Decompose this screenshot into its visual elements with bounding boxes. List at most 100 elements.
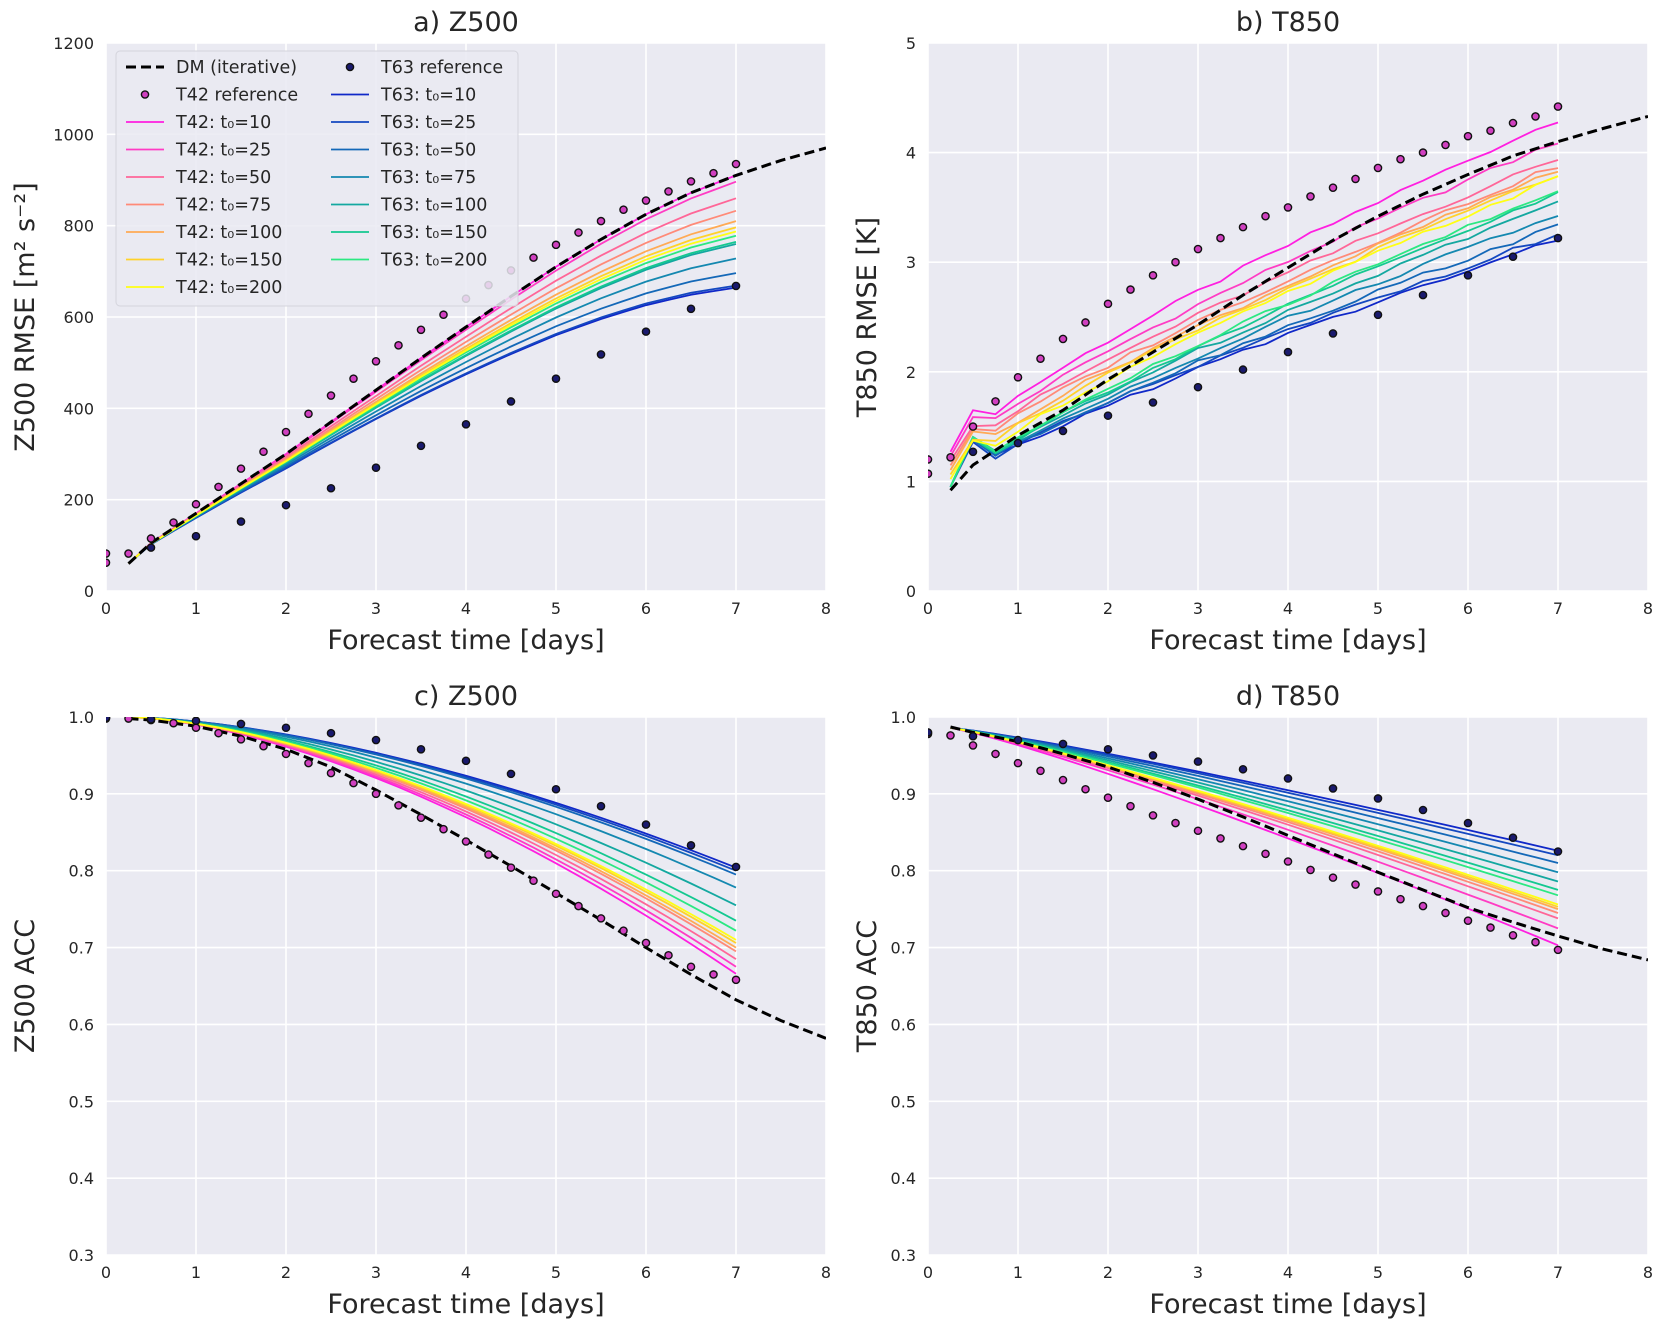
legend-t63-3-label: T63: t₀=75 [380, 168, 476, 188]
t42-reference-point [1283, 857, 1293, 866]
t42-reference-point [326, 768, 336, 778]
y-tick-label: 1000 [53, 125, 94, 144]
t42-reference-point [416, 325, 426, 335]
t42-reference-point [349, 374, 358, 383]
x-tick-label: 3 [1193, 599, 1203, 618]
t42-reference-point [169, 518, 178, 527]
t42-reference-point [1036, 766, 1045, 776]
t63-reference-point [641, 820, 651, 829]
panel-title: c) Z500 [414, 681, 518, 712]
t42-reference-point [304, 409, 313, 419]
t63-reference-point [236, 719, 246, 729]
t63-reference-point [1013, 438, 1023, 448]
t42-reference-point [574, 228, 583, 237]
legend-t63-4-label: T63: t₀=100 [380, 196, 487, 216]
t63-reference-point [326, 483, 336, 493]
t42-reference-point [1486, 126, 1495, 135]
t42-reference-point [1396, 894, 1405, 904]
y-tick-label: 800 [63, 217, 94, 236]
t42-reference-point [1103, 793, 1113, 803]
t42-reference-point [1306, 865, 1315, 875]
t42-reference-point [1081, 318, 1090, 327]
t42-reference-point [1013, 758, 1023, 768]
t63-reference-point [1328, 784, 1338, 793]
x-tick-label: 0 [101, 1263, 111, 1282]
t42-reference-point [1126, 801, 1135, 811]
y-tick-label: 0.5 [69, 1092, 94, 1111]
x-tick-label: 5 [551, 1263, 561, 1282]
t42-reference-point [1216, 233, 1225, 243]
t42-reference-point [551, 240, 561, 250]
t42-reference-point [371, 356, 381, 366]
t42-reference-point [968, 741, 978, 750]
t42-reference-point [1193, 244, 1203, 254]
t42-reference-point [991, 397, 1000, 406]
y-tick-label: 0 [84, 582, 94, 601]
t63-reference-point [191, 717, 201, 726]
t42-reference-point [946, 731, 955, 740]
t42-reference-point [1441, 908, 1450, 918]
t42-reference-point [1193, 826, 1203, 836]
y-tick-label: 0.5 [891, 1092, 916, 1111]
t63-reference-point [928, 728, 933, 737]
y-tick-label: 0.4 [891, 1169, 916, 1188]
series-line-t63-4 [949, 200, 1559, 488]
t63-reference-point [281, 500, 291, 510]
x-tick-label: 6 [641, 1263, 651, 1282]
t42-reference-point [484, 850, 493, 859]
t42-reference-point [709, 970, 718, 979]
x-tick-label: 3 [371, 599, 381, 618]
legend-t63-2-label: T63: t₀=50 [380, 141, 476, 161]
t42-reference-point [1261, 849, 1270, 859]
t63-reference-point [506, 769, 516, 779]
t63-reference-point [1103, 411, 1113, 420]
series-line-t63-1 [950, 726, 1559, 857]
t42-reference-point [259, 741, 268, 751]
t42-reference-point [731, 159, 741, 169]
x-tick-label: 2 [1103, 1263, 1113, 1282]
t63-reference-point [1238, 365, 1248, 374]
y-tick-label: 0.9 [69, 785, 94, 804]
t63-reference-point [1418, 805, 1428, 815]
t42-reference-point [439, 824, 448, 834]
t63-reference-point [1283, 774, 1293, 783]
t42-reference-point [191, 723, 201, 733]
t42-reference-point [1553, 945, 1563, 955]
t42-reference-point [281, 427, 291, 437]
t63-reference-point [596, 801, 606, 811]
t63-reference-point [1103, 744, 1113, 754]
legend-t42-2-label: T42: t₀=50 [175, 168, 271, 188]
y-tick-label: 600 [63, 308, 94, 327]
t63-reference-point [731, 281, 741, 291]
y-tick-label: 2 [906, 363, 916, 382]
t63-reference-point [416, 744, 426, 754]
y-tick-label: 1.0 [891, 708, 916, 727]
t63-reference-point [1148, 751, 1158, 760]
x-tick-label: 8 [1643, 1263, 1653, 1282]
t42-reference-point [259, 447, 268, 457]
t63-reference-point [326, 728, 336, 738]
t42-reference-point [416, 813, 426, 822]
legend-dm-label: DM (iterative) [176, 58, 297, 78]
t63-reference-point [1508, 833, 1518, 842]
legend-t42-3-label: T42: t₀=75 [175, 196, 271, 216]
x-axis-label: Forecast time [days] [327, 1289, 604, 1320]
t42-reference-point [461, 837, 471, 846]
series-layer [928, 102, 1648, 492]
y-tick-label: 0.8 [69, 862, 94, 881]
y-tick-label: 4 [906, 144, 916, 163]
t42-reference-point [551, 889, 561, 899]
t42-reference-point [686, 177, 696, 186]
legend-t42-0-label: T42: t₀=10 [175, 113, 271, 133]
t63-reference-point [1013, 735, 1023, 745]
t42-reference-point [1351, 174, 1360, 184]
x-tick-label: 3 [371, 1263, 381, 1282]
series-line-t63-0 [949, 239, 1559, 488]
t42-reference-point [1531, 112, 1540, 121]
t42-reference-point [1328, 873, 1338, 882]
t42-reference-point [1328, 183, 1338, 192]
series-line-t63-3 [950, 726, 1559, 874]
y-tick-label: 0.7 [69, 939, 94, 958]
series-line-t42-6 [950, 726, 1559, 906]
x-tick-label: 5 [1373, 1263, 1383, 1282]
